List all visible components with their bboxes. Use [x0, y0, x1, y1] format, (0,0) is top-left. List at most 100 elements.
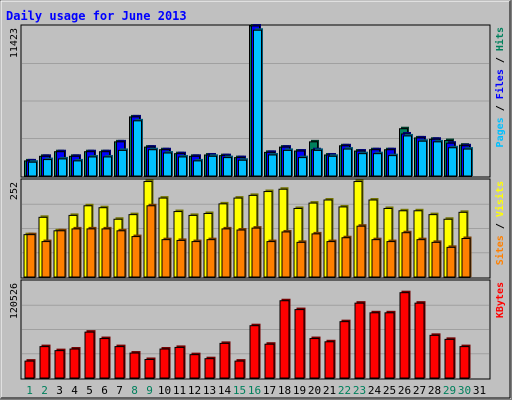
x-tick-label-day-21: 21 — [323, 384, 336, 397]
bar-kbytes-day-23 — [354, 301, 366, 379]
bar-kbytes-day-13 — [204, 356, 216, 379]
legend-item-sites: Sites — [494, 235, 506, 265]
bar-sites-day-17 — [266, 239, 277, 278]
x-tick-label-day-1: 1 — [26, 384, 33, 397]
x-tick-label-day-12: 12 — [188, 384, 201, 397]
bar-sites-day-1 — [26, 232, 37, 278]
bar-kbytes-day-9 — [144, 357, 156, 379]
legend-panel2: Sites / Visits — [494, 181, 506, 265]
bar-kbytes-day-29 — [444, 337, 456, 379]
legend-item-kbytes: KBytes — [495, 282, 506, 318]
x-tick-label-day-6: 6 — [101, 384, 108, 397]
bar-sites-day-5 — [86, 226, 97, 278]
x-tick-label-day-23: 23 — [353, 384, 366, 397]
x-tick-label-day-15: 15 — [233, 384, 246, 397]
legend-item-hits: Hits — [494, 27, 506, 51]
bar-pages-day-12 — [193, 158, 203, 177]
bar-sites-day-27 — [416, 237, 427, 278]
x-tick-label-day-10: 10 — [158, 384, 171, 397]
x-tick-label-day-18: 18 — [278, 384, 291, 397]
bar-kbytes-day-25 — [384, 310, 396, 379]
x-tick-label-day-5: 5 — [86, 384, 93, 397]
bar-sites-day-26 — [401, 230, 412, 278]
bar-kbytes-day-24 — [369, 310, 381, 379]
x-tick-label-day-25: 25 — [383, 384, 396, 397]
bar-kbytes-day-17 — [264, 342, 276, 379]
legends: Pages / Files / Hits Sites / Visits KBytes — [494, 27, 506, 318]
bar-pages-day-26 — [403, 133, 413, 177]
bar-pages-day-28 — [433, 139, 443, 177]
bar-sites-day-24 — [371, 237, 382, 278]
bar-pages-day-29 — [448, 145, 458, 177]
bar-pages-day-4 — [73, 158, 83, 177]
bar-pages-day-9 — [148, 147, 158, 177]
bar-sites-day-9 — [146, 203, 157, 278]
bar-pages-day-8 — [133, 118, 143, 177]
bar-pages-day-7 — [118, 148, 128, 177]
bar-kbytes-day-2 — [39, 344, 51, 379]
x-tick-label-day-13: 13 — [203, 384, 216, 397]
x-tick-label-day-24: 24 — [368, 384, 382, 397]
x-tick-label-day-30: 30 — [458, 384, 471, 397]
x-tick-label-day-26: 26 — [398, 384, 411, 397]
y-axis-max-label-panel3: 120526 — [9, 283, 20, 319]
bar-pages-day-30 — [463, 147, 473, 177]
bar-sites-day-28 — [431, 240, 442, 278]
bar-kbytes-day-5 — [84, 330, 96, 379]
bar-pages-day-1 — [28, 160, 38, 177]
bar-pages-day-10 — [163, 151, 173, 177]
bar-pages-day-6 — [103, 154, 113, 177]
bar-sites-day-11 — [176, 238, 187, 278]
bar-sites-day-10 — [161, 237, 172, 278]
bar-kbytes-day-10 — [159, 347, 171, 379]
y-axis-max-label-panel2: 252 — [9, 182, 20, 200]
bar-sites-day-8 — [131, 234, 142, 278]
bar-kbytes-day-26 — [399, 290, 411, 379]
x-tick-label-day-7: 7 — [116, 384, 123, 397]
bar-sites-day-20 — [311, 231, 322, 278]
bar-pages-day-13 — [208, 154, 218, 177]
bar-kbytes-day-20 — [309, 336, 321, 379]
bar-kbytes-day-11 — [174, 345, 186, 379]
legend-panel1: Pages / Files / Hits — [494, 27, 506, 147]
x-tick-label-day-16: 16 — [248, 384, 261, 397]
bar-kbytes-day-4 — [69, 347, 81, 379]
bar-sites-day-22 — [341, 235, 352, 278]
bar-pages-day-15 — [238, 158, 248, 177]
x-tick-label-day-14: 14 — [218, 384, 232, 397]
bar-pages-day-24 — [373, 151, 383, 177]
bar-sites-day-21 — [326, 239, 337, 278]
bar-sites-day-23 — [356, 224, 367, 278]
x-tick-label-day-17: 17 — [263, 384, 276, 397]
x-tick-label-day-19: 19 — [293, 384, 306, 397]
bar-kbytes-day-28 — [429, 333, 441, 379]
bar-kbytes-day-22 — [339, 319, 351, 379]
x-tick-label-day-4: 4 — [71, 384, 78, 397]
bar-sites-day-14 — [221, 226, 232, 278]
bar-pages-day-16 — [253, 28, 263, 177]
legend-item-visits: Visits — [494, 181, 506, 217]
y-axis-max-label-panel1: 11423 — [9, 28, 20, 58]
bar-sites-day-25 — [386, 239, 397, 278]
bar-sites-day-16 — [251, 226, 262, 278]
bar-kbytes-day-19 — [294, 307, 306, 379]
bar-sites-day-4 — [71, 226, 82, 278]
bar-sites-day-2 — [41, 239, 52, 278]
bar-sites-day-19 — [296, 240, 307, 278]
x-tick-label-day-22: 22 — [338, 384, 351, 397]
x-tick-label-day-2: 2 — [41, 384, 48, 397]
bar-kbytes-day-14 — [219, 341, 231, 379]
legend-item-files: Files — [494, 69, 506, 99]
bar-sites-day-3 — [56, 228, 67, 278]
bar-pages-day-19 — [298, 155, 308, 177]
chart-title: Daily usage for June 2013 — [6, 9, 187, 23]
bar-sites-day-15 — [236, 228, 247, 278]
x-tick-label-day-9: 9 — [146, 384, 153, 397]
bar-kbytes-day-6 — [99, 336, 111, 379]
bar-pages-day-14 — [223, 155, 233, 177]
bar-pages-day-27 — [418, 139, 428, 177]
bar-kbytes-day-3 — [54, 348, 66, 379]
bar-pages-day-21 — [328, 154, 338, 177]
